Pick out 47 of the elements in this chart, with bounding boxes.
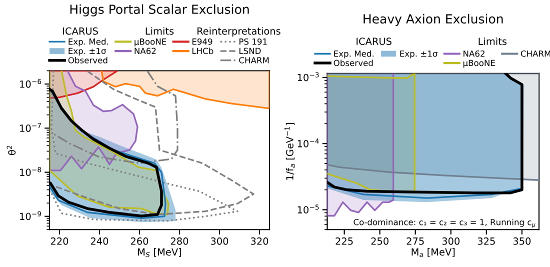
y-tick-label: 10$^{−4}$: [298, 138, 319, 148]
legend-label: Exp. Med.: [68, 38, 108, 46]
y-tick-label: 10$^{−6}$: [20, 78, 42, 88]
y-tick-label: 10$^{−9}$: [20, 211, 42, 220]
legend-label: Observed: [334, 60, 373, 66]
legend-label: Exp. ±1σ: [68, 48, 106, 56]
y-tick-label: 10$^{−7}$: [20, 123, 41, 132]
legend-label: NA62: [464, 50, 484, 57]
chart-title: Heavy Axion Exclusion: [364, 14, 503, 26]
y-axis-title: θ$^{2}$: [6, 146, 16, 155]
legend-label: PS 191: [239, 38, 267, 45]
x-axis-title: M$_{a}$ [MeV]: [412, 248, 455, 258]
legend-label: NA62: [134, 48, 156, 54]
legend-label: Exp. ±1σ: [400, 50, 438, 58]
text: ICARUS: [356, 38, 392, 45]
legend-label: LHCb: [192, 48, 214, 54]
legend-label: CHARM: [239, 57, 269, 64]
annotation: Co-dominance: c₁ = c₂ = c₃ = 1, Running c$_{μ}$: [354, 218, 536, 228]
legend-label: E949: [192, 38, 212, 45]
y-tick-label: 10$^{−3}$: [298, 72, 319, 82]
legend-label: CHARM: [520, 50, 550, 57]
x-tick-label: 300: [442, 237, 460, 245]
x-tick-label: 260: [130, 237, 148, 245]
x-tick-label: 280: [170, 237, 188, 245]
x-tick-label: 300: [210, 237, 228, 245]
legend-label: µBooNE: [463, 60, 495, 68]
x-tick-label: 275: [406, 237, 424, 245]
legend-label: LSND: [239, 48, 261, 54]
text: Reinterpretations: [197, 27, 280, 37]
x-tick-label: 220: [50, 237, 68, 245]
y-tick-label: 10$^{−8}$: [20, 167, 42, 176]
x-tick-label: 320: [250, 237, 268, 245]
legend-label: µBooNE: [134, 38, 166, 46]
x-tick-label: 350: [513, 237, 531, 245]
x-tick-label: 250: [371, 237, 388, 245]
text: Limits: [146, 27, 174, 35]
text: Limits: [478, 37, 507, 45]
y-tick-label: 10$^{−5}$: [298, 204, 319, 214]
x-tick-label: 325: [478, 237, 495, 245]
chart-title: Higgs Portal Scalar Exclusion: [70, 4, 249, 16]
x-tick-label: 225: [336, 237, 353, 245]
text: ICARUS: [63, 27, 98, 35]
legend-label: Observed: [68, 56, 108, 64]
legend-label: Exp. Med.: [334, 50, 374, 58]
x-axis-title: M$_{S}$ [MeV]: [138, 248, 182, 258]
x-tick-label: 240: [90, 237, 108, 245]
y-axis-title: 1/f$_{a}$ [GeV$^{−1}$]: [284, 123, 295, 180]
